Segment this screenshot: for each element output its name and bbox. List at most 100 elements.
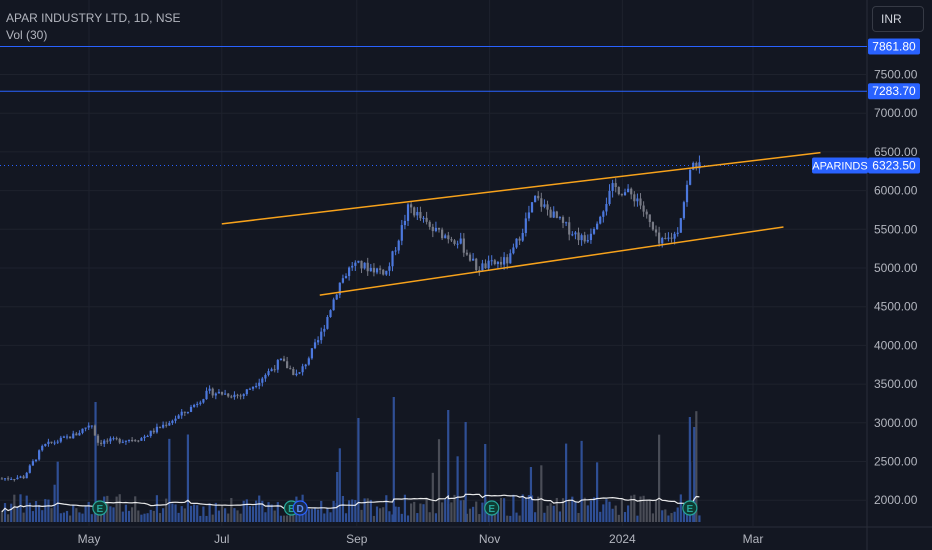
symbol-tag-bg xyxy=(812,157,868,174)
candle xyxy=(7,478,10,480)
symbol-title[interactable]: APAR INDUSTRY LTD, 1D, NSE xyxy=(6,11,181,25)
volume-bar xyxy=(208,503,211,522)
volume-bar xyxy=(236,510,239,522)
volume-bar xyxy=(464,422,467,522)
trend-line[interactable] xyxy=(319,226,784,296)
volume-bar xyxy=(168,438,171,522)
candle xyxy=(214,393,217,396)
candle xyxy=(596,223,599,229)
volume-bar xyxy=(248,506,252,522)
volume-bar xyxy=(205,515,208,522)
volume-bar xyxy=(453,494,456,522)
candle xyxy=(171,420,174,423)
volume-bar xyxy=(239,513,242,522)
earnings-event-marker[interactable] xyxy=(92,500,108,516)
candle xyxy=(41,445,44,451)
candle xyxy=(335,294,338,300)
volume-bar xyxy=(391,514,394,522)
volume-bar xyxy=(524,497,527,522)
volume-bar xyxy=(177,512,180,522)
volume-bar xyxy=(332,500,335,522)
volume-bar xyxy=(614,505,617,522)
currency-button[interactable]: INR xyxy=(872,6,924,32)
candle xyxy=(149,430,152,437)
volume-bar xyxy=(183,508,186,522)
volume-bar xyxy=(357,417,360,522)
volume-bar xyxy=(617,514,620,522)
volume-bar xyxy=(50,508,53,522)
candle xyxy=(589,233,593,241)
volume-bar xyxy=(53,484,56,522)
volume-bar xyxy=(419,503,422,522)
trend-line[interactable] xyxy=(221,151,821,225)
candle xyxy=(400,225,403,241)
candle xyxy=(406,204,410,221)
volume-bar xyxy=(338,448,341,522)
volume-bar xyxy=(388,511,391,522)
volume-bar xyxy=(506,515,509,522)
candle xyxy=(518,238,521,241)
volume-bar xyxy=(202,506,205,522)
candle xyxy=(416,211,419,216)
candle xyxy=(255,385,258,387)
candle xyxy=(22,476,25,479)
candle xyxy=(75,433,78,436)
volume-bar xyxy=(267,502,270,522)
candle xyxy=(273,369,276,371)
candle xyxy=(112,438,115,440)
candle xyxy=(512,247,515,254)
candle xyxy=(611,183,614,191)
y-tick-label: 5500.00 xyxy=(874,222,918,236)
earnings-event-marker[interactable] xyxy=(484,500,500,516)
volume-bar xyxy=(434,513,438,522)
volume-bar xyxy=(171,503,174,522)
candle xyxy=(391,251,394,267)
candle xyxy=(475,258,478,270)
volume-bar xyxy=(227,513,230,522)
candle xyxy=(472,258,475,261)
volume-bar xyxy=(115,496,118,522)
volume-bar xyxy=(518,515,521,522)
volume-bar xyxy=(636,515,639,522)
volume-bar xyxy=(220,505,224,522)
volume-bar xyxy=(13,494,16,522)
candle xyxy=(62,436,66,438)
volume-bar xyxy=(317,509,320,522)
candle xyxy=(286,361,289,369)
volume-bar xyxy=(258,495,261,522)
volume-bar xyxy=(633,494,636,522)
earnings-event-marker[interactable] xyxy=(682,500,698,516)
candle xyxy=(131,439,134,441)
candle xyxy=(59,437,62,442)
volume-indicator-label[interactable]: Vol (30) xyxy=(6,28,48,42)
volume-bar xyxy=(529,467,533,522)
dividend-event-marker[interactable] xyxy=(292,500,308,516)
candle xyxy=(499,261,503,265)
candle xyxy=(354,262,357,266)
volume-bar xyxy=(3,503,7,522)
candle xyxy=(100,442,103,444)
volume-bar xyxy=(242,500,245,522)
volume-bar xyxy=(648,499,651,522)
candle xyxy=(667,237,670,239)
candle xyxy=(574,232,577,235)
candle xyxy=(558,217,562,219)
candle xyxy=(583,235,586,242)
volume-bar xyxy=(608,501,611,522)
candle xyxy=(503,257,506,265)
volume-bar xyxy=(583,497,586,522)
volume-bar xyxy=(90,514,93,522)
volume-bar xyxy=(180,506,183,522)
volume-bar xyxy=(313,508,317,522)
volume-bar xyxy=(7,514,10,522)
candle xyxy=(608,190,611,205)
candle xyxy=(524,218,527,233)
candle xyxy=(580,235,583,241)
y-tick-label: 5000.00 xyxy=(874,261,918,275)
candle xyxy=(177,415,180,419)
volume-bar xyxy=(521,494,524,522)
candle xyxy=(326,317,329,329)
volume-bar xyxy=(534,512,537,522)
volume-bar xyxy=(549,503,552,522)
